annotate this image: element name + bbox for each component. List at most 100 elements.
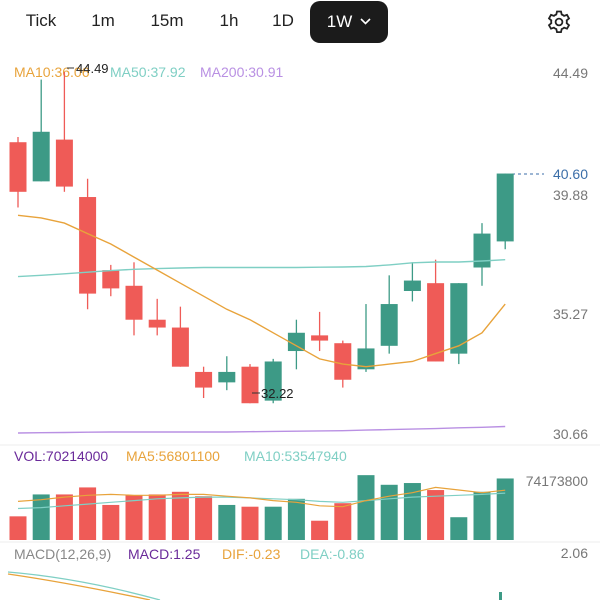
- candle: [125, 262, 143, 336]
- candle-body: [171, 327, 189, 367]
- volume-bar: [496, 478, 514, 540]
- candle-body: [311, 335, 329, 341]
- candle-body: [380, 304, 398, 346]
- candle: [311, 311, 329, 352]
- extreme-markers: 44.49 32.22: [67, 61, 294, 401]
- ma50-line: [17, 259, 506, 278]
- candle-body: [496, 173, 514, 242]
- timeframe-1h[interactable]: 1h: [219, 11, 239, 30]
- ma50-legend: MA50:37.92: [110, 64, 186, 80]
- candle-body: [125, 285, 143, 320]
- dea-line: [7, 571, 161, 600]
- volume-bar: [195, 496, 213, 540]
- timeframe-toolbar: Tick 1m 15m 1h 1D 1W: [0, 0, 600, 44]
- timeframe-15m[interactable]: 15m: [150, 11, 184, 30]
- volume-bar: [9, 516, 27, 540]
- candle: [427, 259, 445, 362]
- vol-legend: VOL:70214000: [14, 448, 108, 464]
- timeframe-tick[interactable]: Tick: [25, 11, 57, 30]
- candle: [241, 364, 259, 404]
- timeframe-1m[interactable]: 1m: [91, 11, 115, 30]
- high-marker: 44.49: [76, 61, 109, 76]
- candle: [55, 72, 73, 192]
- macd-axis-max: 2.06: [561, 545, 588, 561]
- candle: [148, 298, 166, 336]
- ma200-legend: MA200:30.91: [200, 64, 283, 80]
- macd-params-legend: MACD(12,26,9): [14, 546, 111, 562]
- volume-bar: [334, 503, 352, 540]
- ma10-line: [17, 214, 506, 368]
- volume-bar: [79, 487, 97, 540]
- macd-histogram-bar: [499, 592, 502, 600]
- gear-icon[interactable]: [546, 9, 572, 35]
- price-axis: 44.49 39.88 35.27 30.66 40.60: [512, 65, 588, 442]
- candle: [264, 358, 282, 404]
- volume-ma-lines: [17, 486, 506, 510]
- candle: [380, 275, 398, 354]
- ma200-line: [17, 425, 506, 434]
- dif-line: [7, 573, 151, 600]
- volume-bar: [311, 520, 329, 540]
- candle: [79, 178, 97, 310]
- macd-legend: MACD(12,26,9) MACD:1.25 DIF:-0.23 DEA:-0…: [14, 545, 588, 562]
- timeframe-1d[interactable]: 1D: [272, 11, 294, 30]
- low-marker: 32.22: [261, 386, 294, 401]
- candle-body: [241, 366, 259, 404]
- candle: [218, 356, 236, 391]
- candles: [9, 72, 514, 404]
- volume-bar: [473, 491, 491, 540]
- vol-ma10-legend: MA10:53547940: [244, 448, 347, 464]
- dea-legend: DEA:-0.86: [300, 546, 365, 562]
- volume-bar: [125, 495, 143, 540]
- volume-ma10-line: [17, 492, 506, 510]
- moving-average-lines: [17, 214, 506, 434]
- volume-bar: [450, 517, 468, 540]
- main-legend: MA10:36.06 MA50:37.92 MA200:30.91: [14, 64, 283, 80]
- candle: [32, 79, 50, 182]
- price-axis-label-3: 35.27: [553, 306, 588, 322]
- candle: [403, 262, 421, 302]
- candle-body: [287, 332, 305, 352]
- candle-body: [102, 270, 120, 289]
- volume-bar: [357, 475, 375, 540]
- volume-bar: [148, 494, 166, 540]
- candle-body: [9, 142, 27, 192]
- chevron-down-icon: [360, 1, 371, 41]
- price-axis-label-top: 44.49: [553, 65, 588, 81]
- macd-lines: [7, 571, 502, 600]
- volume-bar: [55, 494, 73, 540]
- candle: [473, 223, 491, 286]
- candle: [195, 366, 213, 399]
- candle-body: [450, 283, 468, 354]
- volume-bar: [380, 484, 398, 540]
- macd-value-legend: MACD:1.25: [128, 546, 201, 562]
- candle-body: [218, 371, 236, 383]
- volume-bar: [427, 490, 445, 540]
- current-price-label: 40.60: [553, 166, 588, 182]
- candle-body: [427, 283, 445, 362]
- volume-legend: VOL:70214000 MA5:56801100 MA10:53547940 …: [14, 448, 588, 489]
- volume-bar: [241, 506, 259, 540]
- candle-body: [148, 319, 166, 328]
- volume-bar: [171, 491, 189, 540]
- dif-legend: DIF:-0.23: [222, 546, 281, 562]
- timeframe-1w[interactable]: 1W: [310, 1, 388, 43]
- volume-axis-max: 74173800: [526, 473, 589, 489]
- volume-ma5-line: [17, 486, 506, 508]
- candle-body: [357, 348, 375, 370]
- candle-body: [55, 139, 73, 187]
- volume-bar: [264, 506, 282, 540]
- volume-bar: [287, 498, 305, 540]
- candle: [171, 306, 189, 367]
- price-axis-label-2: 39.88: [553, 187, 588, 203]
- price-axis-label-bottom: 30.66: [553, 426, 588, 442]
- vol-ma5-legend: MA5:56801100: [126, 448, 220, 464]
- candle-body: [79, 197, 97, 294]
- volume-bar: [218, 504, 236, 540]
- candle-body: [334, 343, 352, 380]
- timeframe-1w-label: 1W: [326, 12, 353, 31]
- candle: [496, 173, 514, 250]
- candle: [450, 283, 468, 365]
- candle-body: [264, 361, 282, 401]
